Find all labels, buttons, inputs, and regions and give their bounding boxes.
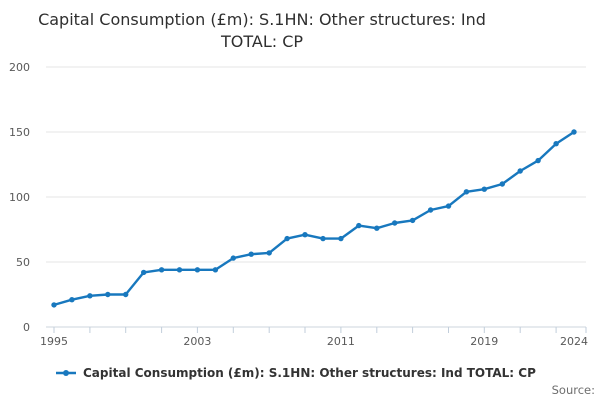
svg-text:2019: 2019	[470, 335, 498, 348]
svg-text:200: 200	[9, 61, 30, 74]
svg-text:50: 50	[16, 256, 30, 269]
source-label: Source:	[551, 383, 595, 397]
data-series-line	[52, 130, 576, 307]
svg-text:150: 150	[9, 126, 30, 139]
y-axis-labels: 0 50 100 150 200	[9, 61, 30, 334]
svg-text:2011: 2011	[327, 335, 355, 348]
chart-legend: Capital Consumption (£m): S.1HN: Other s…	[55, 366, 536, 380]
x-axis-labels: 1995 2003 2011 2019 2024	[40, 335, 588, 348]
svg-text:100: 100	[9, 191, 30, 204]
line-dot-icon	[56, 370, 76, 376]
x-axis-ticks	[53, 327, 587, 333]
data-series-markers	[51, 129, 577, 308]
svg-text:0: 0	[23, 321, 30, 334]
svg-text:1995: 1995	[40, 335, 68, 348]
svg-text:2003: 2003	[183, 335, 211, 348]
gridlines	[46, 66, 586, 328]
line-chart: 0 50 100 150 200 1995 2003 2011 2019 2024	[9, 61, 588, 348]
chart-title: Capital Consumption (£m): S.1HN: Other s…	[38, 10, 486, 51]
legend-label: Capital Consumption (£m): S.1HN: Other s…	[83, 366, 536, 380]
svg-text:2024: 2024	[560, 335, 588, 348]
